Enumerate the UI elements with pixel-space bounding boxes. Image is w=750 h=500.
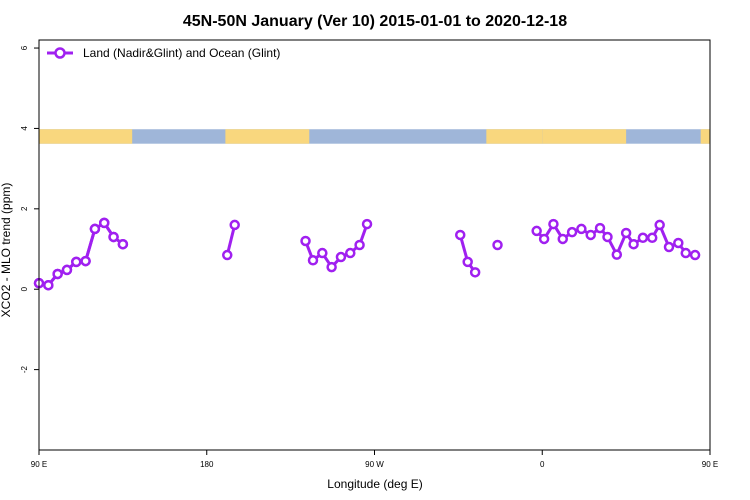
y-axis: -2 0 2 4 6 <box>20 45 39 373</box>
series-layer <box>33 217 701 291</box>
map-strip <box>39 129 710 144</box>
data-point <box>557 233 569 245</box>
data-point <box>454 229 466 241</box>
y-tick-label: 0 <box>20 286 29 291</box>
data-point <box>335 251 347 263</box>
data-point <box>80 255 91 267</box>
data-point <box>492 239 503 251</box>
data-point <box>673 237 684 249</box>
legend-label: Land (Nadir&Glint) and Ocean (Glint) <box>83 46 280 60</box>
data-point <box>628 238 639 250</box>
x-axis: 90 E 180 90 W 0 90 E <box>31 450 718 469</box>
land-band <box>486 129 543 144</box>
x-tick-label: 180 <box>200 460 214 469</box>
data-point <box>89 223 101 235</box>
data-point <box>654 219 665 231</box>
data-point <box>637 232 649 244</box>
y-tick-label: -2 <box>20 366 29 374</box>
data-point <box>689 249 701 261</box>
data-point <box>52 268 63 280</box>
x-tick-label: 90 E <box>31 460 47 469</box>
y-tick-label: 2 <box>20 206 29 211</box>
y-tick-label: 6 <box>20 45 29 50</box>
data-point <box>345 247 356 259</box>
data-point <box>548 218 559 230</box>
legend: Land (Nadir&Glint) and Ocean (Glint) <box>47 46 280 60</box>
data-point <box>531 225 542 237</box>
land-band <box>225 129 310 144</box>
data-point <box>61 264 73 276</box>
data-point <box>585 229 596 241</box>
chart-title: 45N-50N January (Ver 10) 2015-01-01 to 2… <box>183 13 567 30</box>
data-point <box>98 217 110 229</box>
data-point <box>469 267 481 278</box>
x-axis-label: Longitude (deg E) <box>327 477 422 491</box>
data-point <box>620 227 632 239</box>
plot-frame <box>38 39 711 451</box>
data-point <box>43 279 54 291</box>
x-tick-label: 0 <box>540 460 545 469</box>
legend-marker <box>54 47 66 59</box>
data-point <box>602 231 613 243</box>
data-point <box>354 239 365 251</box>
y-axis-label: XCO2 - MLO trend (ppm) <box>0 183 13 318</box>
data-point <box>576 223 587 235</box>
series-line <box>38 221 124 287</box>
data-point <box>317 247 328 259</box>
land-band <box>39 129 133 144</box>
data-point <box>646 232 658 244</box>
data-point <box>594 222 606 234</box>
data-point <box>71 256 82 268</box>
data-point <box>326 261 337 273</box>
data-point <box>611 249 623 260</box>
data-point <box>300 235 311 247</box>
data-point <box>307 255 319 266</box>
data-point <box>538 233 550 245</box>
data-point <box>361 218 373 230</box>
data-point <box>117 238 129 250</box>
data-point <box>462 256 473 268</box>
data-point <box>222 249 233 261</box>
data-point <box>663 241 675 253</box>
x-tick-label: 90 W <box>365 460 384 469</box>
data-point <box>229 219 240 231</box>
y-tick-label: 4 <box>20 126 29 131</box>
land-band <box>542 129 627 144</box>
data-point <box>680 247 692 259</box>
x-tick-label: 90 E <box>702 460 718 469</box>
land-band <box>700 129 710 144</box>
data-point <box>108 231 119 243</box>
data-point <box>566 226 578 238</box>
